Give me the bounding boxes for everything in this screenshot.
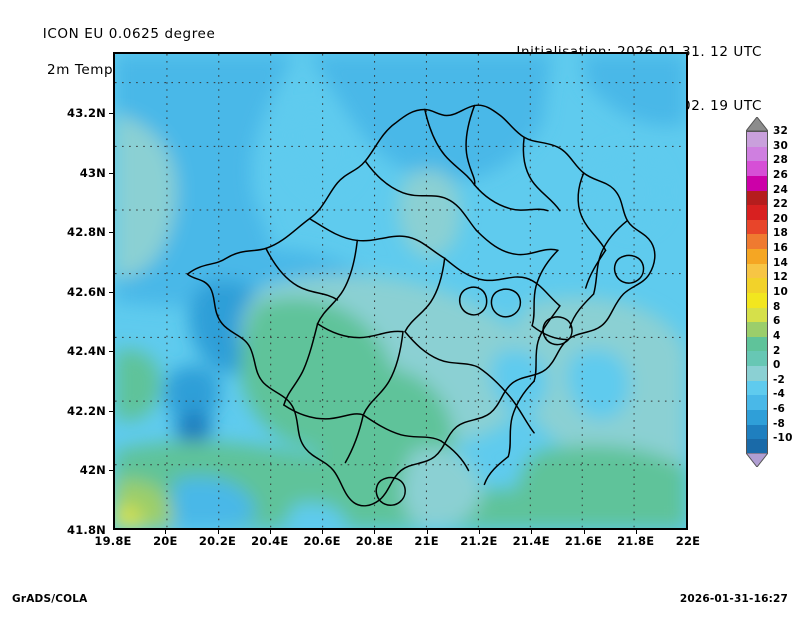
ytick-label: 42.2N xyxy=(67,403,106,418)
xtick-mark xyxy=(322,530,324,534)
colorbar-tick-label: -2 xyxy=(773,373,786,386)
colorbar-tick-label: 22 xyxy=(773,198,789,211)
colorbar-tick-label: 4 xyxy=(773,329,781,342)
ytick-label: 43N xyxy=(79,165,106,180)
ytick-mark xyxy=(109,113,113,114)
ytick-mark xyxy=(109,410,113,412)
administrative-boundaries xyxy=(186,104,656,507)
colorbar-tick-label: -10 xyxy=(773,432,793,445)
model-name-label: ICON EU 0.0625 degree xyxy=(42,26,216,42)
colorbar-tick-label: -4 xyxy=(773,388,786,401)
colorbar-tick-label: 30 xyxy=(773,139,789,152)
colorbar-tick-label: 28 xyxy=(773,154,789,167)
contour-blobs xyxy=(115,54,686,528)
colorbar-tick-label: 18 xyxy=(773,227,789,240)
colorbar-band xyxy=(747,366,767,381)
colorbar-band xyxy=(747,175,767,191)
colorbar-band xyxy=(747,205,767,220)
xtick-label: 21E xyxy=(414,534,439,548)
xtick-mark xyxy=(531,530,533,534)
colorbar-tick-label: 8 xyxy=(773,300,781,313)
colorbar-tick-label: 12 xyxy=(773,271,789,284)
colorbar-legend[interactable]: 32 30 28 26 24 22 20 18 16 14 12 10 8 6 4 2 0 -2 -4 -6 -8 -10 xyxy=(746,117,800,467)
colorbar-over-arrow-icon xyxy=(746,117,768,131)
xtick-mark xyxy=(635,530,637,534)
colorbar-band xyxy=(747,249,767,264)
colorbar-tick-label: 14 xyxy=(773,256,789,269)
xtick-label: 20.2E xyxy=(198,534,237,548)
xtick-mark xyxy=(478,530,480,534)
colorbar-tick-label: -8 xyxy=(773,417,786,430)
colorbar-tick-label: 32 xyxy=(773,125,789,137)
xtick-mark xyxy=(583,530,585,534)
map-plot-area[interactable] xyxy=(113,52,688,530)
xtick-label: 22E xyxy=(675,534,701,548)
ytick-mark xyxy=(109,470,113,472)
xtick-label: 20.6E xyxy=(303,534,341,548)
colorbar-under-arrow-icon xyxy=(746,453,768,467)
ytick-label: 41.8N xyxy=(67,523,106,537)
ytick-label: 43.2N xyxy=(67,106,106,120)
colorbar-band xyxy=(747,219,767,235)
colorbar-band xyxy=(747,409,767,425)
colorbar-band xyxy=(747,424,767,440)
colorbar-tick-label: 26 xyxy=(773,168,789,181)
colorbar-tick-label: 16 xyxy=(773,242,789,255)
colorbar-tick-label: 24 xyxy=(773,183,789,196)
colorbar-tick-label: 10 xyxy=(773,286,789,298)
colorbar-tick-label: -6 xyxy=(773,403,786,416)
colorbar-band xyxy=(747,322,767,337)
colorbar-band xyxy=(747,190,767,206)
graticule-grid xyxy=(115,54,686,528)
colorbar-band xyxy=(747,132,767,147)
xtick-mark xyxy=(217,530,219,534)
ytick-label: 42.4N xyxy=(67,344,106,359)
ytick-mark xyxy=(109,172,113,174)
ytick-mark xyxy=(109,351,113,353)
xtick-label: 21.2E xyxy=(460,534,498,548)
colorbar-tick-label: 2 xyxy=(773,344,781,357)
xtick-label: 21.6E xyxy=(564,534,603,548)
xtick-label: 21.4E xyxy=(512,534,550,548)
colorbar-band xyxy=(747,439,767,454)
xtick-label: 20.8E xyxy=(355,534,394,548)
xtick-label: 20E xyxy=(153,534,178,548)
xtick-mark xyxy=(374,530,376,534)
temperature-field-canvas xyxy=(115,54,686,528)
ytick-label: 42.8N xyxy=(67,225,106,240)
colorbar-band xyxy=(747,307,767,323)
xtick-label: 20.4E xyxy=(251,534,289,548)
timestamp-label: 2026-01-31-16:27 xyxy=(679,593,788,605)
colorbar-band xyxy=(747,278,767,293)
colorbar-tick-label: 20 xyxy=(773,212,789,225)
xtick-label: 19.8E xyxy=(94,534,132,548)
colorbar-band xyxy=(747,336,767,352)
ytick-label: 42N xyxy=(79,463,106,478)
colorbar-tick-label: 0 xyxy=(773,359,781,372)
colorbar-bands xyxy=(746,131,768,454)
colorbar-band xyxy=(747,263,767,279)
colorbar-tick-label: 6 xyxy=(773,315,781,328)
ytick-mark xyxy=(109,291,113,293)
ytick-label: 42.6N xyxy=(67,284,106,299)
colorbar-band xyxy=(747,351,767,366)
producer-label: GrADS/COLA xyxy=(12,593,88,605)
ytick-mark xyxy=(109,232,113,234)
colorbar-band xyxy=(747,161,767,176)
colorbar-band xyxy=(747,395,767,410)
xtick-mark xyxy=(426,530,428,534)
colorbar-band xyxy=(747,234,767,249)
xtick-mark xyxy=(269,530,271,534)
colorbar-band xyxy=(747,146,767,162)
colorbar-band xyxy=(747,380,767,396)
xtick-mark xyxy=(165,530,167,534)
xtick-label: 21.8E xyxy=(617,534,655,548)
colorbar-band xyxy=(747,292,767,308)
